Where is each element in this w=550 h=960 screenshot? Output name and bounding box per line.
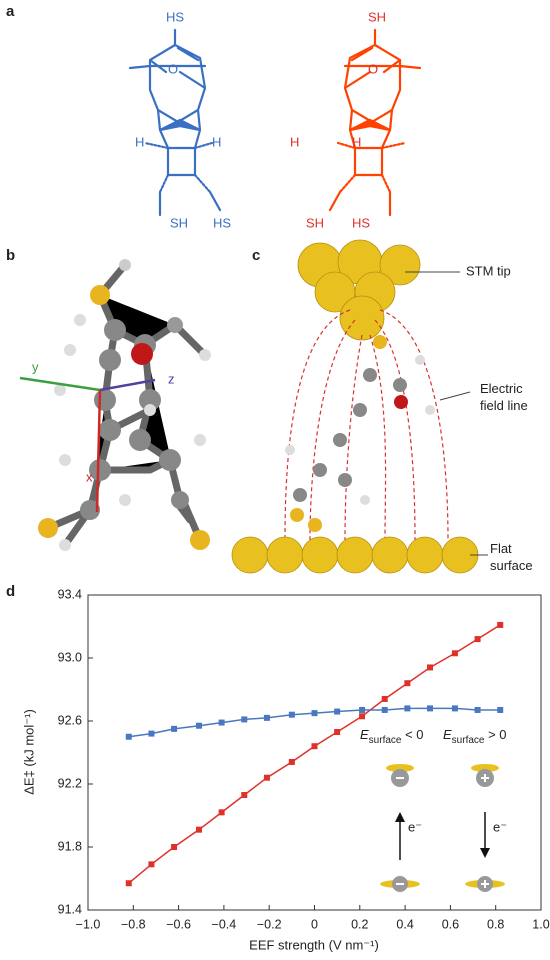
atom-label: SH [368, 9, 386, 24]
atom-label: H [135, 134, 144, 149]
annotation: STM tip [466, 263, 511, 278]
y-tick-label: 91.8 [58, 839, 82, 853]
data-point [382, 696, 388, 702]
x-tick-label: −0.6 [166, 917, 191, 931]
data-point [241, 716, 247, 722]
atom-label: O [368, 61, 378, 76]
atom-label: H [212, 134, 221, 149]
panel-label: b [6, 247, 15, 264]
x-tick-label: −0.8 [121, 917, 146, 931]
figure: a b c d HS O H H SH HS SH O H H SH HS y … [0, 0, 550, 960]
y-tick-label: 93.0 [58, 650, 82, 664]
x-tick-label: 0.4 [396, 917, 413, 931]
data-point [427, 705, 433, 711]
y-axis-label: ΔE‡ (kJ mol⁻¹) [21, 709, 36, 795]
panel-label: d [6, 583, 15, 600]
x-tick-label: 0.2 [351, 917, 368, 931]
x-axis-label: EEF strength (V nm⁻¹) [249, 937, 379, 952]
data-point [289, 759, 295, 765]
atom-label: HS [166, 9, 184, 24]
field-lines [285, 310, 448, 540]
y-tick-label: 91.4 [58, 902, 82, 916]
data-point [126, 734, 132, 740]
inset-condition: Esurface > 0 [443, 727, 507, 745]
x-tick-label: 0.8 [487, 917, 504, 931]
data-point [264, 775, 270, 781]
data-point [475, 707, 481, 713]
data-point [312, 710, 318, 716]
data-point [359, 713, 365, 719]
stm-tip [298, 240, 420, 340]
data-point [427, 664, 433, 670]
x-tick-label: −0.2 [257, 917, 282, 931]
data-point [359, 707, 365, 713]
data-point [475, 636, 481, 642]
leader-lines [405, 272, 488, 555]
data-point [334, 729, 340, 735]
data-point [289, 712, 295, 718]
x-tick-label: −1.0 [76, 917, 101, 931]
data-point [196, 723, 202, 729]
flat-surface [232, 537, 478, 573]
electron-label: e⁻ [408, 819, 422, 834]
atom-label: HS [213, 215, 231, 230]
molecule-blue [130, 30, 220, 215]
axis-label: z [168, 371, 175, 386]
data-point [404, 680, 410, 686]
data-point [497, 707, 503, 713]
inset-condition: Esurface < 0 [360, 727, 424, 745]
x-tick-label: 0.6 [442, 917, 459, 931]
molecule-c [285, 335, 435, 532]
data-point [126, 880, 132, 886]
data-point [382, 707, 388, 713]
y-tick-label: 92.2 [58, 776, 82, 790]
data-point [404, 705, 410, 711]
y-tick-label: 93.4 [58, 587, 82, 601]
data-point [171, 844, 177, 850]
ball-and-stick [38, 259, 211, 551]
x-tick-label: 1.0 [532, 917, 549, 931]
data-point [241, 792, 247, 798]
x-tick-label: 0 [311, 917, 318, 931]
data-point [312, 743, 318, 749]
axis-label: x [86, 469, 93, 484]
data-point [497, 622, 503, 628]
data-point [148, 731, 154, 737]
atom-label: SH [306, 215, 324, 230]
axis-label: y [32, 359, 39, 374]
data-line [129, 625, 500, 883]
molecule-red [330, 30, 420, 215]
atom-label: H [290, 134, 299, 149]
data-point [219, 809, 225, 815]
data-point [334, 709, 340, 715]
data-point [196, 827, 202, 833]
panel-label: c [252, 247, 260, 264]
inset: Esurface < 0 Esurface > 0 e⁻ e⁻ [360, 727, 507, 892]
y-tick-label: 92.6 [58, 713, 82, 727]
atom-label: SH [170, 215, 188, 230]
electron-label: e⁻ [493, 819, 507, 834]
panel-label: a [6, 3, 15, 20]
atom-label: HS [352, 215, 370, 230]
data-point [264, 715, 270, 721]
data-point [452, 705, 458, 711]
data-point [171, 726, 177, 732]
data-point [219, 720, 225, 726]
x-tick-label: −0.4 [212, 917, 237, 931]
atom-label: H [352, 134, 361, 149]
data-point [148, 861, 154, 867]
data-point [452, 650, 458, 656]
atom-label: O [168, 61, 178, 76]
